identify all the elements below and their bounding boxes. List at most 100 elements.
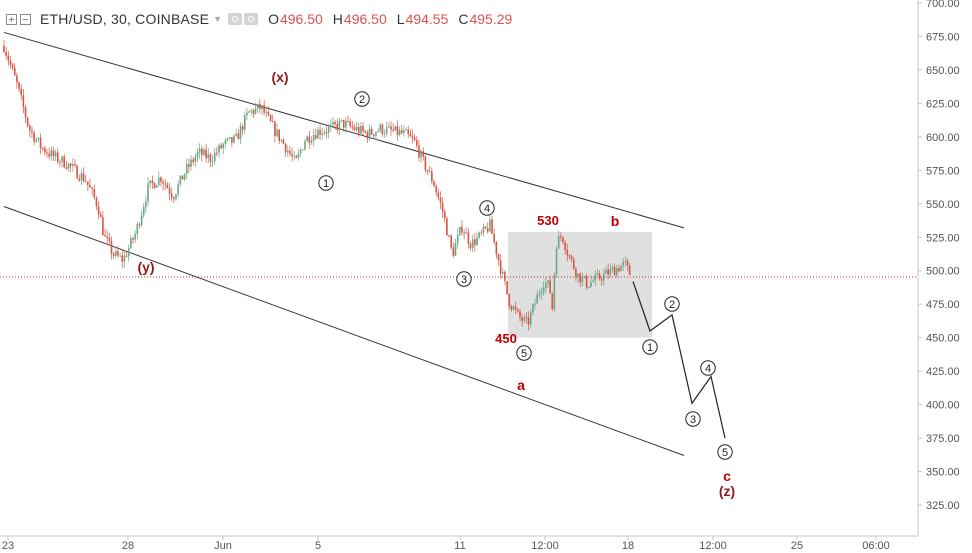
low-label: L	[396, 11, 405, 27]
circled-wave-number: 5	[521, 348, 527, 360]
candle-body	[626, 260, 629, 266]
wave-label: (z)	[719, 483, 735, 499]
candle-body	[216, 152, 218, 154]
candle-body	[280, 139, 283, 141]
candle-body	[151, 180, 154, 183]
candle-body	[465, 232, 468, 234]
candle-body	[338, 121, 341, 130]
candle-body	[175, 194, 177, 200]
candle-body	[499, 260, 502, 274]
candle-body	[123, 255, 126, 262]
candle-body	[99, 214, 102, 218]
candle-body	[327, 126, 330, 133]
candle-body	[394, 126, 397, 131]
candle-body	[433, 181, 435, 187]
candle-body	[325, 132, 328, 134]
candle-body	[592, 280, 594, 282]
candle-body	[362, 126, 364, 132]
circled-wave-number: 5	[722, 447, 728, 459]
candle-body	[44, 148, 46, 153]
candle-body	[364, 131, 366, 133]
candle-body	[345, 121, 347, 128]
candle-body	[502, 271, 504, 274]
candle-body	[61, 156, 63, 163]
candle-body	[351, 125, 354, 128]
candle-body	[478, 232, 480, 238]
candle-body	[607, 269, 609, 275]
candle-body	[413, 137, 416, 141]
chart-legend: ETH/USD, 30, COINBASE ▼ O 496.50 H 496.50 …	[6, 9, 512, 29]
candle-body	[459, 226, 461, 235]
candle-body	[145, 201, 147, 208]
candle-body	[119, 255, 121, 257]
candle-body	[181, 175, 184, 180]
visibility-icon[interactable]	[228, 13, 243, 25]
candle-body	[613, 267, 616, 276]
circled-wave-number: 2	[359, 94, 365, 106]
candle-body	[132, 238, 134, 240]
candle-body	[334, 121, 336, 125]
settings-icon[interactable]	[244, 13, 259, 25]
candle-body	[545, 283, 547, 288]
candle-body	[407, 129, 409, 134]
candle-body	[274, 121, 276, 136]
candle-body	[418, 145, 420, 158]
close-label: C	[458, 11, 469, 27]
candle-body	[287, 150, 289, 153]
candle-body	[381, 124, 384, 134]
candle-body	[102, 217, 104, 235]
candle-body	[577, 273, 579, 277]
symbol-title[interactable]: ETH/USD, 30, COINBASE	[40, 11, 210, 27]
candle-body	[37, 137, 40, 140]
candle-body	[31, 130, 33, 133]
candle-body	[583, 276, 586, 278]
price-tick-label: 550.00	[926, 199, 960, 211]
collapse-icon[interactable]	[20, 13, 31, 25]
circled-wave-number: 3	[461, 274, 467, 286]
candle-body	[471, 239, 474, 248]
candle-body	[3, 45, 5, 52]
candle-body	[194, 157, 197, 162]
wave-label: 530	[537, 213, 559, 228]
candle-body	[508, 294, 511, 307]
candle-body	[620, 265, 622, 272]
candle-body	[153, 182, 156, 188]
candle-body	[164, 183, 167, 185]
candle-body	[78, 178, 81, 181]
candle-body	[48, 153, 50, 157]
candle-body	[484, 226, 487, 229]
expand-icon[interactable]	[6, 13, 17, 25]
candle-body	[46, 152, 48, 154]
candle-body	[424, 156, 427, 170]
candle-body	[519, 311, 521, 318]
candle-body	[581, 277, 584, 283]
candle-body	[50, 150, 53, 157]
chevron-down-icon[interactable]: ▼	[213, 14, 223, 24]
candle-body	[588, 286, 590, 288]
candle-body	[600, 278, 603, 281]
wave-label: a	[517, 377, 525, 393]
candle-body	[366, 132, 369, 139]
candle-body	[26, 117, 29, 126]
candle-body	[185, 163, 188, 174]
candle-body	[254, 108, 257, 114]
candle-body	[405, 129, 407, 131]
candle-body	[112, 253, 115, 256]
circled-wave-marker	[354, 91, 370, 107]
candle-body	[293, 155, 296, 157]
candle-body	[523, 317, 526, 321]
candle-body	[52, 150, 55, 157]
candle-body	[340, 119, 343, 122]
candle-body	[16, 75, 18, 83]
candle-body	[276, 129, 278, 136]
candle-body	[525, 317, 528, 319]
candle-body	[269, 115, 272, 122]
candle-body	[448, 235, 450, 237]
candle-body	[82, 173, 85, 182]
candle-body	[461, 226, 463, 233]
candle-body	[241, 126, 244, 130]
candle-body	[72, 164, 74, 166]
price-tick-label: 525.00	[926, 232, 960, 244]
candle-body	[263, 105, 265, 113]
